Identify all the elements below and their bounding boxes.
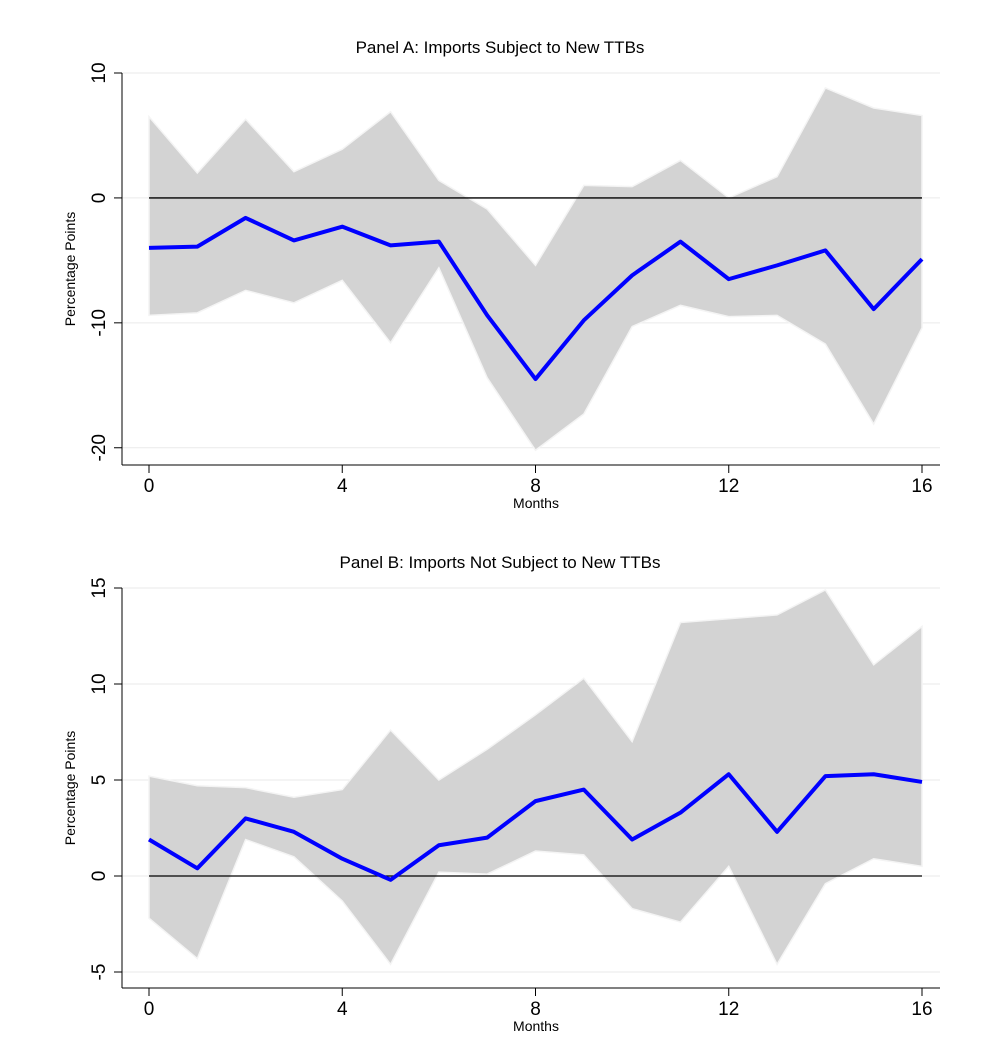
chart-title: Panel A: Imports Subject to New TTBs: [356, 38, 645, 57]
x-tick-label: 12: [718, 999, 739, 1020]
y-tick-label: -20: [89, 434, 110, 461]
x-tick-label: 8: [530, 999, 541, 1020]
y-axis-label: Percentage Points: [62, 212, 78, 326]
x-tick-label: 4: [337, 999, 348, 1020]
y-tick-label: 10: [89, 673, 110, 694]
chart-title: Panel B: Imports Not Subject to New TTBs: [340, 553, 661, 572]
confidence-band: [148, 588, 923, 966]
y-tick-label: 5: [89, 775, 110, 786]
y-tick-label: 0: [89, 871, 110, 882]
x-tick-label: 12: [718, 476, 739, 497]
x-tick-label: 0: [144, 999, 155, 1020]
y-axis-label: Percentage Points: [62, 731, 78, 845]
x-tick-label: 4: [337, 476, 348, 497]
x-tick-label: 16: [911, 999, 932, 1020]
y-tick-label: 15: [89, 577, 110, 598]
estimate-line: [148, 215, 924, 382]
y-tick-label: -5: [89, 964, 110, 981]
y-tick-label: 10: [89, 62, 110, 83]
estimate-line: [147, 772, 923, 882]
confidence-band: [148, 87, 923, 452]
x-tick-label: 0: [144, 476, 155, 497]
y-tick-label: -10: [89, 309, 110, 336]
x-axis-label: Months: [513, 495, 559, 511]
y-tick-label: 0: [89, 193, 110, 204]
x-tick-label: 16: [911, 476, 932, 497]
x-tick-label: 8: [530, 476, 541, 497]
x-axis-label: Months: [513, 1018, 559, 1034]
